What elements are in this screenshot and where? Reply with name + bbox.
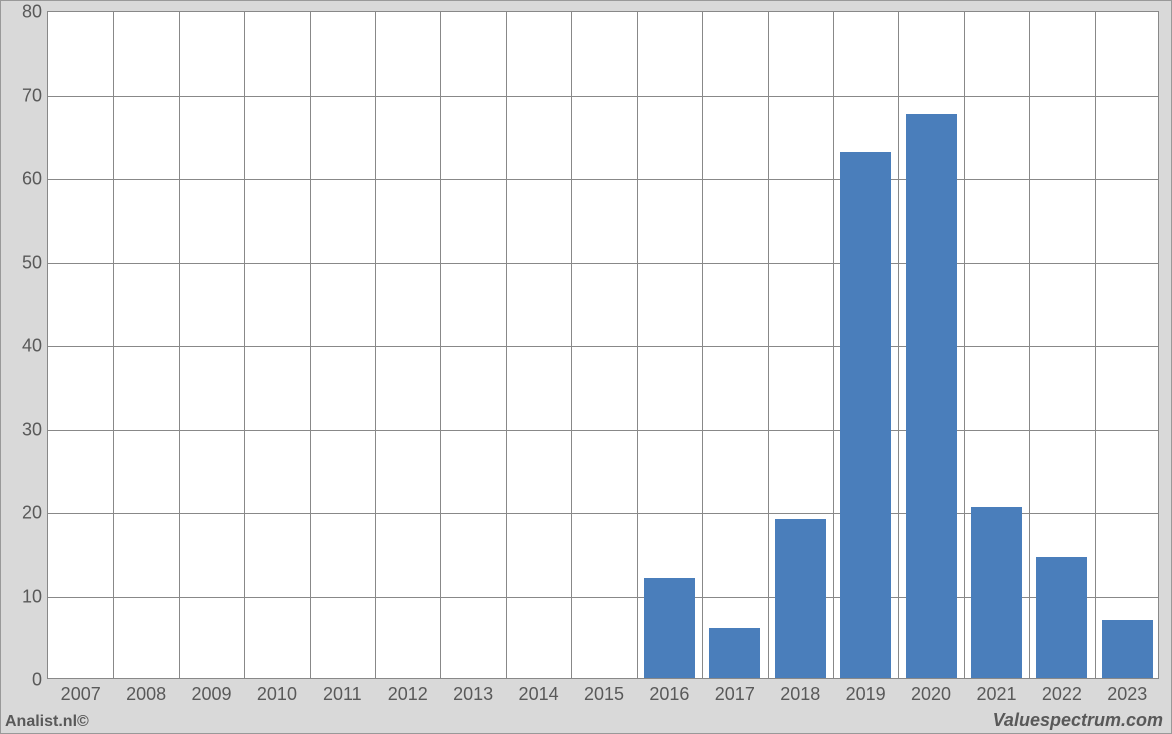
x-axis-tick-label: 2008 [126,684,166,705]
bar [840,152,891,678]
gridline-vertical [1095,12,1096,678]
gridline-vertical [833,12,834,678]
x-axis-tick-label: 2015 [584,684,624,705]
bar [971,507,1022,678]
x-axis-tick-label: 2020 [911,684,951,705]
x-axis-tick-label: 2019 [846,684,886,705]
y-axis-tick-label: 0 [32,670,42,691]
y-axis-tick-label: 10 [22,586,42,607]
y-axis-tick-label: 20 [22,503,42,524]
y-axis-tick-label: 80 [22,2,42,23]
gridline-vertical [310,12,311,678]
gridline-vertical [179,12,180,678]
x-axis-tick-label: 2022 [1042,684,1082,705]
gridline-vertical [637,12,638,678]
gridline-horizontal [48,263,1158,264]
x-axis-tick-label: 2018 [780,684,820,705]
gridline-vertical [506,12,507,678]
gridline-horizontal [48,430,1158,431]
gridline-horizontal [48,346,1158,347]
x-axis-tick-label: 2010 [257,684,297,705]
plot-area: 0102030405060708020072008200920102011201… [47,11,1159,679]
x-axis-tick-label: 2011 [323,684,362,705]
x-axis-tick-label: 2014 [519,684,559,705]
x-axis-tick-label: 2013 [453,684,493,705]
gridline-vertical [571,12,572,678]
gridline-vertical [1029,12,1030,678]
bar [775,519,826,678]
bar [709,628,760,678]
y-axis-tick-label: 50 [22,252,42,273]
y-axis-tick-label: 40 [22,336,42,357]
bar [644,578,695,678]
y-axis-tick-label: 70 [22,85,42,106]
footer-credit-right: Valuespectrum.com [993,710,1163,731]
gridline-vertical [244,12,245,678]
footer-credit-left: Analist.nl© [5,713,89,731]
gridline-vertical [768,12,769,678]
x-axis-tick-label: 2009 [191,684,231,705]
gridline-vertical [898,12,899,678]
gridline-vertical [113,12,114,678]
x-axis-tick-label: 2017 [715,684,755,705]
y-axis-tick-label: 60 [22,169,42,190]
y-axis-tick-label: 30 [22,419,42,440]
bar [1036,557,1087,678]
gridline-vertical [702,12,703,678]
x-axis-tick-label: 2021 [976,684,1016,705]
x-axis-tick-label: 2016 [649,684,689,705]
bar [906,114,957,678]
x-axis-tick-label: 2007 [61,684,101,705]
gridline-vertical [440,12,441,678]
x-axis-tick-label: 2012 [388,684,428,705]
gridline-vertical [964,12,965,678]
chart-container: 0 10 20 30 40 50 60 70 80 2007 2008 2009 2010 2011 201… [0,0,1172,734]
gridline-horizontal [48,179,1158,180]
gridline-horizontal [48,96,1158,97]
bar [1102,620,1153,678]
gridline-vertical [375,12,376,678]
x-axis-tick-label: 2023 [1107,684,1147,705]
